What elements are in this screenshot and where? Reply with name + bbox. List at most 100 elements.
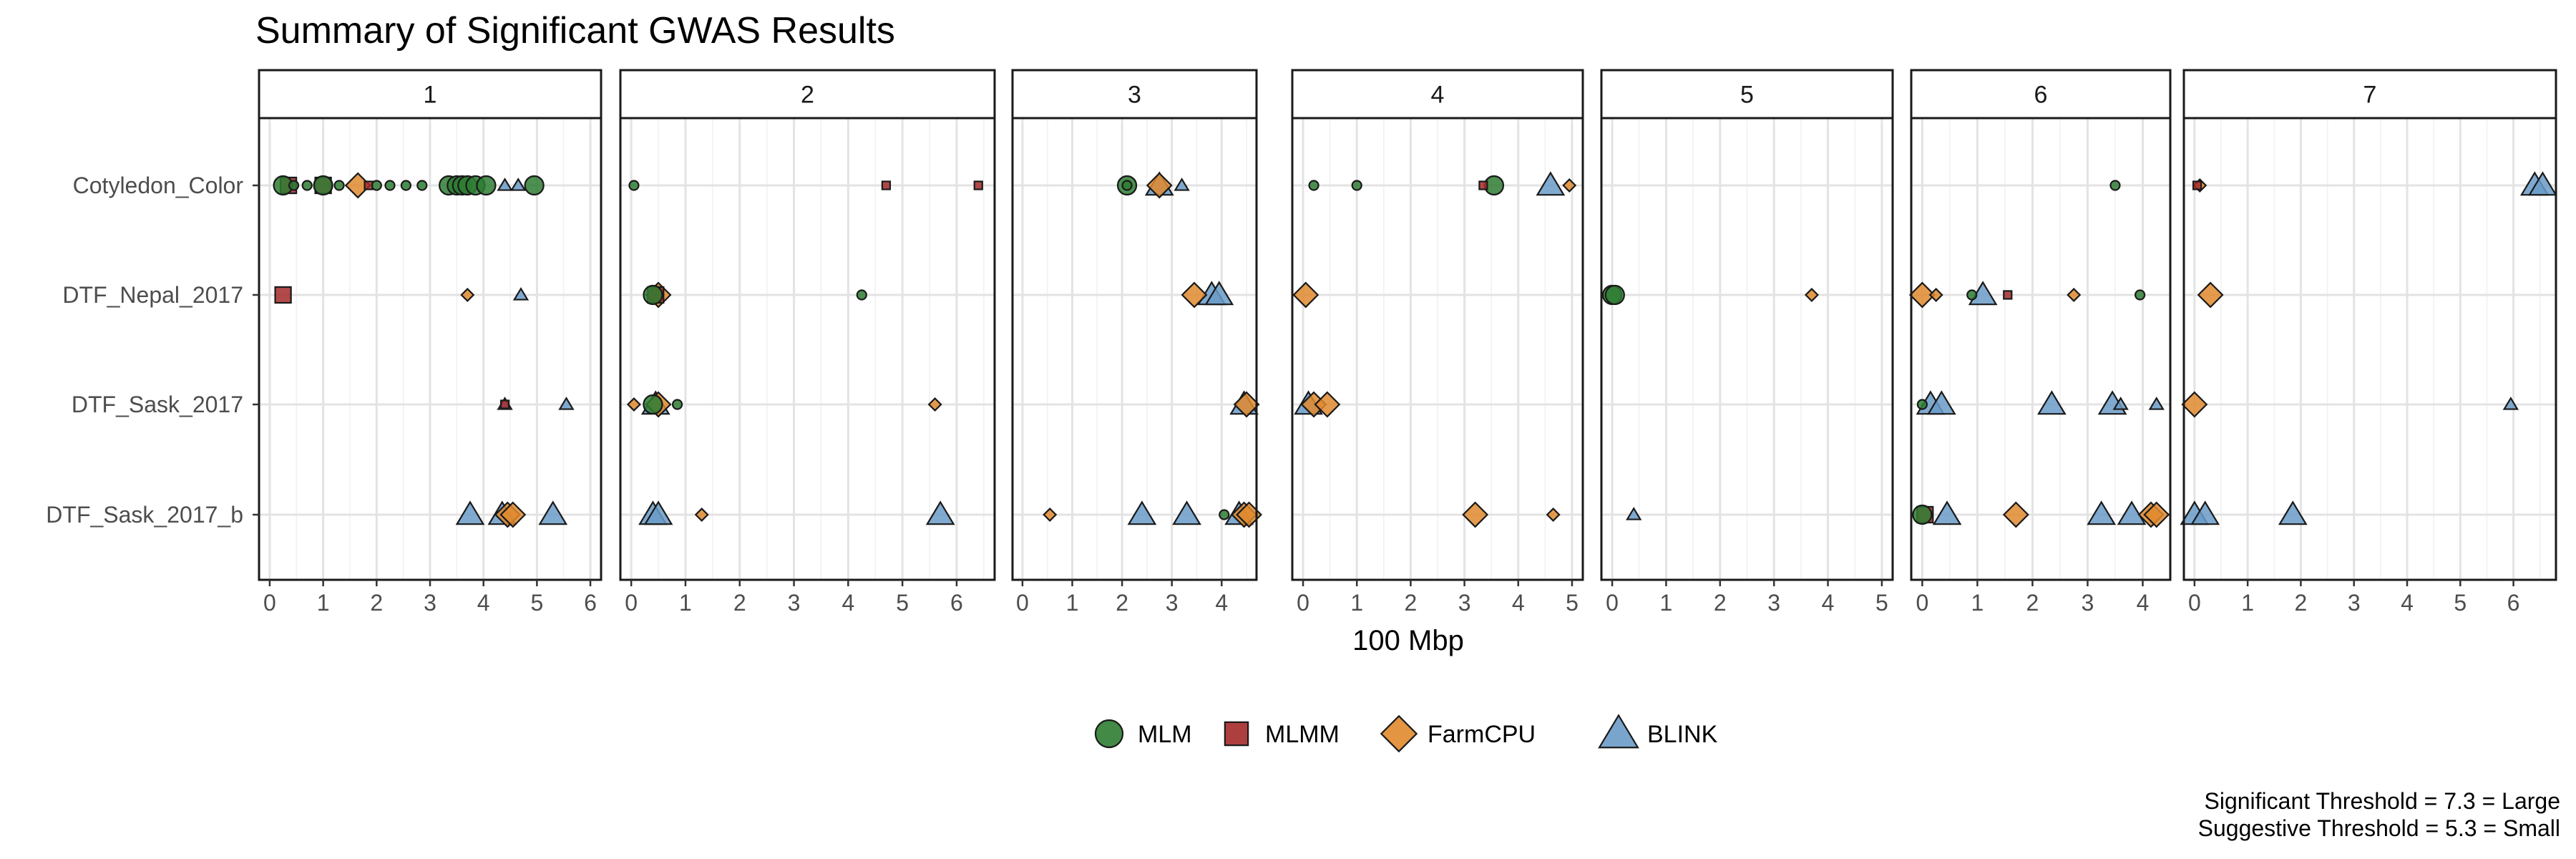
point-mlm-cotyledon-color (1308, 180, 1319, 191)
point-mlm-cotyledon-color (1351, 180, 1362, 191)
x-tick-label: 6 (950, 590, 963, 616)
point-farmcpu-dtf-sask-2017-b (2143, 501, 2170, 528)
facet-strip (258, 69, 602, 120)
panel-border (2182, 117, 2557, 581)
x-tick-label: 3 (1166, 590, 1179, 616)
x-tick-label: 4 (477, 590, 490, 616)
point-blink-dtf-sask-2017 (2502, 397, 2519, 410)
point-farmcpu-dtf-nepal-2017 (1908, 281, 1936, 309)
legend-label-farmcpu: FarmCPU (1428, 721, 1536, 748)
x-tick-label: 4 (1215, 590, 1228, 616)
panel-border (1011, 117, 1258, 581)
point-blink-dtf-sask-2017 (2148, 397, 2165, 410)
facet-strip (1910, 69, 2172, 120)
legend-item-blink: BLINK (1598, 714, 1718, 749)
facet-strip (1291, 69, 1584, 120)
point-mlm-dtf-sask-2017-b (1219, 509, 1230, 520)
point-mlmm-dtf-nepal-2017 (2003, 290, 2013, 300)
point-blink-dtf-sask-2017-b (2087, 500, 2117, 525)
x-tick-label: 4 (1822, 590, 1835, 616)
x-tick-label: 3 (424, 590, 436, 616)
point-farmcpu-dtf-sask-2017 (2181, 391, 2208, 418)
facet-strip (1600, 69, 1894, 120)
x-tick-label: 1 (2241, 590, 2254, 616)
facet-strip-label: 6 (2034, 82, 2048, 109)
legend-label-mlm: MLM (1138, 721, 1192, 748)
x-tick-label: 2 (1405, 590, 1418, 616)
point-mlm-dtf-sask-2017 (643, 394, 663, 415)
point-farmcpu-dtf-nepal-2017 (2067, 287, 2082, 303)
x-tick-label: 2 (1116, 590, 1128, 616)
panel-border (619, 117, 996, 581)
facet-strip-label: 2 (801, 82, 814, 109)
point-blink-dtf-sask-2017-b (2278, 500, 2308, 525)
legend-key-mlm (1094, 719, 1124, 749)
point-mlm-cotyledon-color (301, 180, 313, 191)
x-tick-label: 4 (2137, 590, 2150, 616)
panel-background (2184, 118, 2556, 580)
point-mlm-cotyledon-color (628, 180, 640, 191)
point-blink-dtf-sask-2017-b (455, 500, 485, 525)
legend-key-blink (1598, 714, 1639, 749)
x-tick-label: 2 (370, 590, 383, 616)
y-label-dtf-sask-2017-b: DTF_Sask_2017_b (46, 502, 243, 528)
point-farmcpu-dtf-sask-2017-b (1546, 507, 1561, 523)
point-mlm-dtf-nepal-2017 (2135, 289, 2146, 301)
point-mlm-cotyledon-color (1121, 180, 1133, 191)
x-tick-label: 4 (1512, 590, 1525, 616)
point-blink-dtf-sask-2017-b (2117, 500, 2147, 525)
point-mlmm-dtf-nepal-2017 (274, 286, 292, 304)
panel-border (1910, 117, 2172, 581)
point-mlm-cotyledon-color (400, 180, 411, 191)
x-tick-label: 6 (2507, 590, 2520, 616)
facet-strip-label: 4 (1431, 82, 1445, 109)
point-mlm-cotyledon-color (524, 175, 545, 196)
point-mlm-cotyledon-color (384, 180, 396, 191)
point-blink-cotyledon-color (2528, 171, 2557, 196)
x-tick-label: 0 (1606, 590, 1619, 616)
x-tick-label: 1 (1066, 590, 1079, 616)
legend-item-farmcpu: FarmCPU (1380, 714, 1536, 753)
point-blink-dtf-sask-2017 (2037, 390, 2067, 415)
point-mlmm-cotyledon-color (973, 180, 983, 190)
point-blink-dtf-sask-2017 (2112, 397, 2129, 410)
point-farmcpu-dtf-nepal-2017 (2197, 281, 2224, 309)
x-tick-label: 0 (1297, 590, 1309, 616)
y-label-dtf-sask-2017: DTF_Sask_2017 (72, 392, 243, 417)
point-mlm-cotyledon-color (288, 180, 300, 191)
y-axis-labels: Cotyledon_Color DTF_Nepal_2017 DTF_Sask_20… (46, 173, 259, 528)
facet-panel-5: 5 0 1 2 3 4 5 (1600, 69, 1894, 616)
panel-background (1911, 118, 2170, 580)
point-mlm-dtf-nepal-2017 (856, 289, 867, 301)
point-farmcpu-dtf-nepal-2017 (1292, 281, 1319, 309)
x-tick-label: 0 (625, 590, 638, 616)
panel-border (1600, 117, 1894, 581)
point-farmcpu-dtf-sask-2017-b (1043, 507, 1058, 523)
facet-strip-label: 1 (424, 82, 437, 109)
facet-panel-6: 6 0 1 2 3 4 (1908, 69, 2172, 616)
facet-panel-3: 3 0 1 2 3 4 (1011, 69, 1263, 616)
x-tick-label: 4 (841, 590, 854, 616)
point-blink-dtf-sask-2017-b (1127, 500, 1157, 525)
legend-item-mlmm: MLMM (1224, 721, 1340, 748)
legend-label-mlmm: MLMM (1265, 721, 1340, 748)
point-mlm-dtf-sask-2017 (671, 399, 683, 410)
x-tick-label: 2 (733, 590, 746, 616)
point-farmcpu-dtf-sask-2017 (927, 397, 942, 412)
point-farmcpu-dtf-nepal-2017 (1928, 287, 1943, 303)
x-tick-label: 1 (1350, 590, 1363, 616)
panel-background (1013, 118, 1257, 580)
facet-panel-2: 2 0 1 2 3 4 5 6 (619, 69, 996, 616)
facet-strip-label: 5 (1740, 82, 1754, 109)
caption-significant: Significant Threshold = 7.3 = Large (2204, 788, 2560, 814)
x-tick-label: 5 (896, 590, 909, 616)
point-blink-cotyledon-color (1536, 171, 1566, 196)
x-tick-label: 0 (1016, 590, 1029, 616)
point-blink-dtf-nepal-2017 (512, 287, 530, 301)
x-tick-label: 1 (317, 590, 330, 616)
facet-panel-7: 7 0 1 2 3 4 5 6 (2180, 69, 2557, 616)
facet-strip-label: 7 (2363, 82, 2377, 109)
panel-background (620, 118, 995, 580)
point-mlm-cotyledon-color (371, 180, 382, 191)
